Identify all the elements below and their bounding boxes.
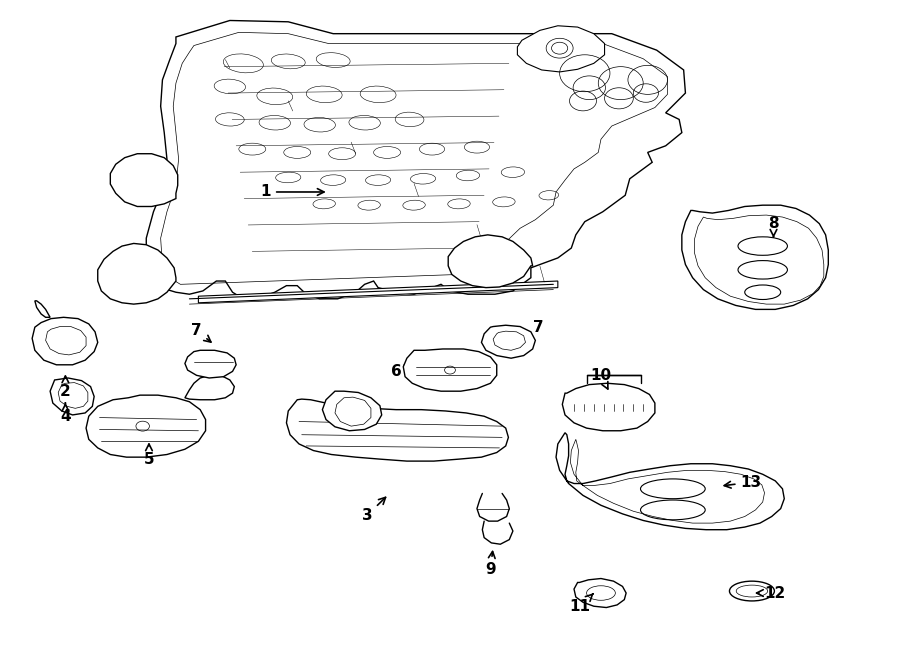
Text: 11: 11: [570, 594, 593, 613]
Text: 7: 7: [192, 323, 211, 342]
Polygon shape: [198, 281, 558, 303]
Text: 8: 8: [769, 216, 778, 237]
Polygon shape: [86, 395, 205, 457]
Polygon shape: [574, 578, 626, 607]
Polygon shape: [448, 235, 533, 288]
Text: 4: 4: [338, 407, 350, 430]
Text: 12: 12: [757, 586, 786, 601]
Polygon shape: [184, 375, 234, 400]
Polygon shape: [322, 391, 382, 431]
Polygon shape: [682, 205, 828, 309]
Polygon shape: [111, 154, 177, 206]
Text: 6: 6: [391, 364, 411, 379]
Polygon shape: [286, 399, 508, 461]
Text: 1: 1: [260, 184, 324, 200]
Polygon shape: [184, 350, 236, 378]
Polygon shape: [98, 243, 176, 304]
Polygon shape: [32, 317, 98, 365]
Text: 7: 7: [516, 320, 544, 337]
Polygon shape: [147, 20, 686, 299]
Text: 13: 13: [724, 475, 761, 490]
Polygon shape: [518, 26, 605, 72]
Text: 5: 5: [144, 444, 154, 467]
Polygon shape: [35, 301, 50, 317]
Text: 3: 3: [362, 497, 385, 523]
Polygon shape: [50, 378, 94, 415]
Text: 2: 2: [60, 376, 71, 399]
Polygon shape: [403, 349, 497, 391]
Polygon shape: [482, 325, 536, 358]
Text: 4: 4: [60, 403, 71, 424]
Text: 10: 10: [590, 368, 611, 389]
Polygon shape: [556, 433, 784, 529]
Polygon shape: [562, 383, 655, 431]
Text: 9: 9: [485, 551, 496, 577]
